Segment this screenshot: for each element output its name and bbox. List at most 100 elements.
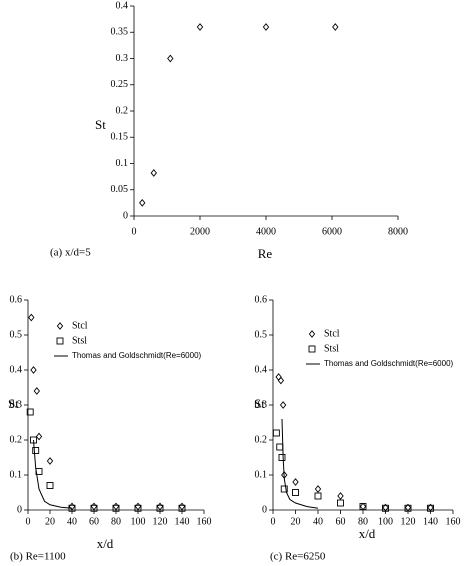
y-tick-label: 0.3 bbox=[10, 399, 23, 410]
square-marker bbox=[382, 504, 389, 512]
y-axis-label: St bbox=[95, 117, 106, 132]
x-tick-label: 80 bbox=[111, 516, 121, 527]
y-tick-label: 0.4 bbox=[255, 364, 268, 375]
square-marker bbox=[280, 485, 288, 493]
diamond-marker bbox=[139, 198, 146, 207]
x-tick-label: 2000 bbox=[190, 226, 210, 237]
legend-label: Thomas and Goldschmidt(Re=6000) bbox=[72, 351, 202, 360]
x-tick-label: 6000 bbox=[322, 226, 342, 237]
x-tick-label: 60 bbox=[336, 516, 346, 527]
diamond-marker bbox=[404, 503, 412, 512]
diamond-marker bbox=[359, 502, 367, 511]
diamond-marker bbox=[150, 169, 157, 177]
x-tick-label: 20 bbox=[291, 516, 301, 527]
y-tick-label: 0.1 bbox=[10, 469, 23, 480]
diamond-marker bbox=[68, 502, 76, 511]
diamond-marker bbox=[28, 313, 35, 322]
square-marker bbox=[292, 489, 299, 496]
y-tick-label: 0.25 bbox=[111, 79, 129, 90]
square-marker bbox=[32, 447, 40, 454]
diamond-marker bbox=[337, 492, 344, 500]
x-tick-label: 120 bbox=[401, 516, 416, 527]
diamond-marker bbox=[427, 503, 434, 512]
square-marker bbox=[427, 504, 434, 512]
square-marker bbox=[90, 504, 98, 512]
x-axis-label: x/d bbox=[359, 526, 376, 541]
x-tick-label: 140 bbox=[175, 516, 190, 527]
diamond-marker bbox=[46, 457, 54, 465]
diamond-marker bbox=[30, 366, 37, 374]
diamond-marker bbox=[308, 330, 316, 338]
square-marker bbox=[178, 504, 186, 512]
caption: (c) Re=6250 bbox=[270, 551, 326, 563]
square-marker bbox=[112, 504, 120, 512]
square-marker bbox=[359, 503, 367, 510]
x-tick-label: 0 bbox=[26, 516, 31, 527]
diamond-marker bbox=[262, 23, 270, 31]
square-marker bbox=[308, 345, 316, 353]
diamond-marker bbox=[279, 401, 287, 409]
x-tick-label: 120 bbox=[153, 516, 168, 527]
y-tick-label: 0 bbox=[17, 504, 22, 515]
y-tick-label: 0.4 bbox=[10, 364, 23, 375]
square-marker bbox=[404, 504, 412, 512]
x-tick-label: 20 bbox=[45, 516, 55, 527]
y-tick-label: 0.6 bbox=[10, 294, 23, 305]
x-axis-label: x/d bbox=[97, 536, 114, 551]
diamond-marker bbox=[156, 502, 164, 511]
x-tick-label: 40 bbox=[313, 516, 323, 527]
x-tick-label: 0 bbox=[132, 226, 137, 237]
legend-label: Stsl bbox=[324, 343, 339, 354]
diamond-marker bbox=[33, 387, 40, 395]
diamond-marker bbox=[90, 502, 98, 511]
fit-line bbox=[281, 418, 319, 509]
y-tick-label: 0.3 bbox=[255, 399, 268, 410]
square-marker bbox=[337, 499, 344, 507]
x-tick-label: 40 bbox=[67, 516, 77, 527]
legend-label: Stsl bbox=[72, 335, 87, 346]
x-tick-label: 60 bbox=[89, 516, 99, 527]
y-tick-label: 0.05 bbox=[111, 184, 129, 195]
square-marker bbox=[56, 337, 64, 345]
y-tick-label: 0.4 bbox=[116, 0, 129, 11]
legend-label: Stcl bbox=[72, 320, 88, 331]
x-tick-label: 100 bbox=[378, 516, 393, 527]
y-axis-label: St bbox=[254, 396, 265, 411]
diamond-marker bbox=[35, 432, 43, 441]
x-tick-label: 0 bbox=[271, 516, 276, 527]
y-tick-label: 0.5 bbox=[255, 329, 268, 340]
square-marker bbox=[46, 482, 54, 489]
diamond-marker bbox=[196, 23, 204, 31]
square-marker bbox=[134, 504, 142, 512]
diamond-marker bbox=[382, 503, 389, 512]
square-marker bbox=[314, 492, 322, 500]
square-marker bbox=[278, 454, 286, 461]
square-marker bbox=[276, 443, 284, 451]
y-tick-label: 0.2 bbox=[116, 105, 129, 116]
x-tick-label: 140 bbox=[423, 516, 438, 527]
diamond-marker bbox=[332, 23, 339, 31]
x-axis-label: Re bbox=[258, 246, 273, 261]
x-tick-label: 160 bbox=[197, 516, 212, 527]
y-tick-label: 0 bbox=[262, 504, 267, 515]
x-tick-label: 160 bbox=[446, 516, 461, 527]
diamond-marker bbox=[56, 322, 64, 330]
fit-line bbox=[33, 439, 73, 509]
caption: (a) x/d=5 bbox=[50, 247, 91, 259]
x-tick-label: 80 bbox=[358, 516, 368, 527]
diamond-marker bbox=[134, 502, 142, 511]
caption: (b) Re=1100 bbox=[10, 551, 66, 563]
diamond-marker bbox=[292, 478, 299, 486]
y-tick-label: 0.15 bbox=[111, 132, 129, 143]
y-axis-label: St bbox=[8, 396, 19, 411]
x-tick-label: 4000 bbox=[256, 226, 276, 237]
y-tick-label: 0.5 bbox=[10, 329, 23, 340]
diamond-marker bbox=[275, 373, 282, 381]
y-tick-label: 0 bbox=[123, 210, 128, 221]
square-marker bbox=[26, 408, 34, 416]
legend-label: Thomas and Goldschmidt(Re=6000) bbox=[324, 359, 454, 368]
diamond-marker bbox=[178, 502, 186, 511]
diamond-marker bbox=[277, 376, 285, 385]
x-tick-label: 100 bbox=[131, 516, 146, 527]
